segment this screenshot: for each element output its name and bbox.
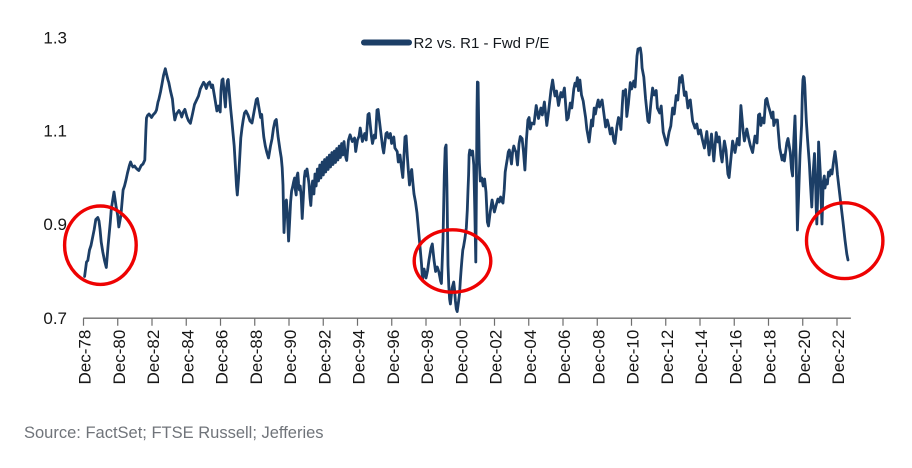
svg-text:Dec-98: Dec-98 [418,330,437,385]
svg-text:Dec-04: Dec-04 [521,330,540,385]
svg-text:Dec-06: Dec-06 [555,330,574,385]
svg-text:Dec-96: Dec-96 [384,330,403,385]
svg-text:Dec-90: Dec-90 [281,330,300,385]
svg-text:Dec-82: Dec-82 [144,330,163,385]
svg-text:Dec-22: Dec-22 [829,330,848,385]
svg-text:Dec-84: Dec-84 [178,330,197,385]
svg-text:1.3: 1.3 [43,29,67,48]
svg-text:Dec-14: Dec-14 [692,330,711,385]
svg-text:Dec-12: Dec-12 [658,330,677,385]
svg-text:0.7: 0.7 [43,309,67,328]
svg-text:1.1: 1.1 [43,122,67,141]
svg-text:Dec-02: Dec-02 [487,330,506,385]
svg-text:0.9: 0.9 [43,215,67,234]
svg-text:Dec-78: Dec-78 [76,330,95,385]
svg-text:Dec-18: Dec-18 [761,330,780,385]
svg-text:Dec-16: Dec-16 [726,330,745,385]
svg-text:Dec-94: Dec-94 [350,330,369,385]
svg-text:Dec-88: Dec-88 [247,330,266,385]
svg-text:Dec-20: Dec-20 [795,330,814,385]
svg-text:Dec-00: Dec-00 [452,330,471,385]
svg-text:Dec-86: Dec-86 [213,330,232,385]
svg-text:Dec-92: Dec-92 [315,330,334,385]
svg-text:Source: FactSet; FTSE Russell;: Source: FactSet; FTSE Russell; Jefferies [24,424,324,442]
svg-text:Dec-80: Dec-80 [110,330,129,385]
svg-text:R2 vs. R1 - Fwd P/E: R2 vs. R1 - Fwd P/E [414,35,550,52]
svg-text:Dec-08: Dec-08 [589,330,608,385]
svg-text:Dec-10: Dec-10 [624,330,643,385]
